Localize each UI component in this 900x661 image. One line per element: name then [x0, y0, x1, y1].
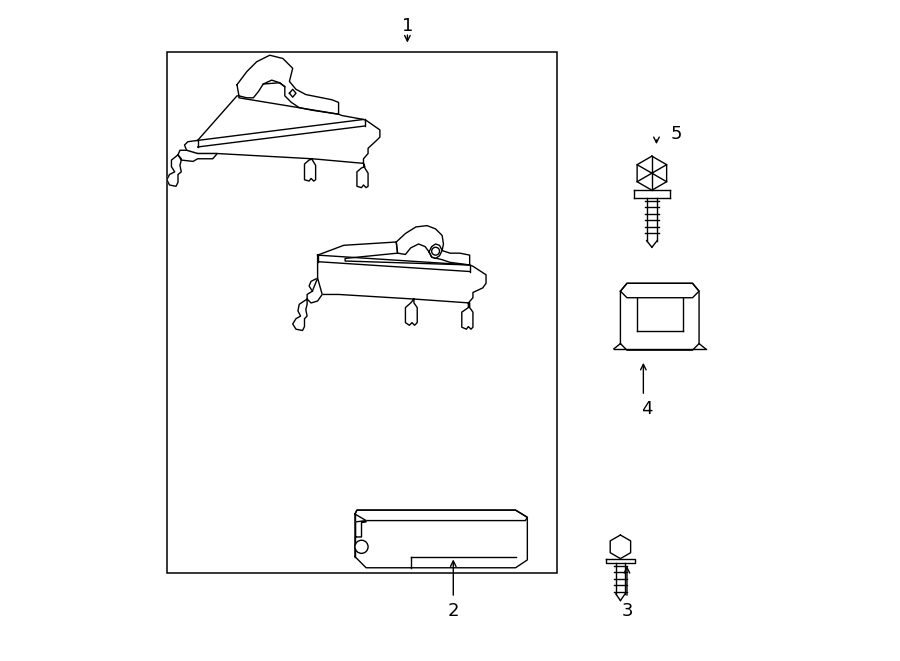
Text: 2: 2 [447, 602, 459, 620]
Polygon shape [237, 56, 338, 114]
Text: 4: 4 [641, 400, 652, 418]
Polygon shape [620, 284, 699, 350]
Polygon shape [166, 155, 181, 186]
Polygon shape [292, 299, 307, 330]
Circle shape [355, 540, 368, 553]
Polygon shape [307, 278, 322, 303]
Polygon shape [620, 284, 699, 297]
Polygon shape [355, 510, 527, 568]
Polygon shape [606, 559, 634, 563]
Polygon shape [178, 150, 217, 161]
Polygon shape [184, 96, 380, 188]
Polygon shape [637, 156, 667, 190]
Polygon shape [610, 535, 631, 559]
Bar [166, 52, 557, 573]
Text: 5: 5 [670, 125, 682, 143]
Text: 3: 3 [621, 602, 633, 620]
Polygon shape [396, 225, 470, 265]
Polygon shape [309, 242, 486, 329]
Polygon shape [429, 244, 442, 258]
Circle shape [432, 247, 439, 255]
Text: 1: 1 [401, 17, 413, 35]
Polygon shape [356, 521, 366, 537]
Polygon shape [290, 89, 296, 97]
Polygon shape [355, 510, 527, 521]
